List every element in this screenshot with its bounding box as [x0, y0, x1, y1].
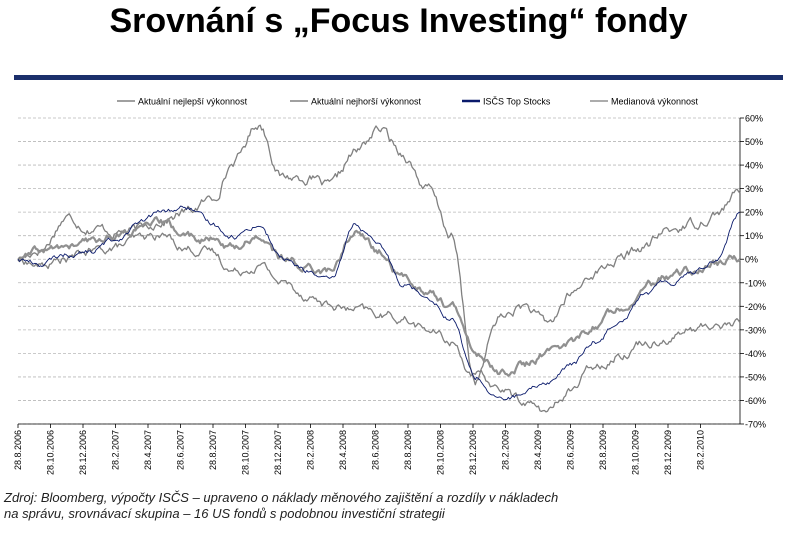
y-tick-label: 20%	[745, 208, 763, 218]
y-tick-label: 0%	[745, 255, 758, 265]
y-tick-label: -40%	[745, 349, 766, 359]
x-tick-label: 28.10.2007	[241, 430, 251, 475]
series-line-1	[17, 232, 741, 413]
y-tick-label: 30%	[745, 184, 763, 194]
x-tick-label: 28.2.2010	[696, 430, 706, 470]
y-tick-label: 60%	[745, 114, 763, 124]
x-tick-label: 28.10.2008	[436, 430, 446, 475]
series-line-0	[17, 124, 741, 386]
x-tick-label: 28.8.2009	[598, 430, 608, 470]
x-axis-ticks: 28.8.2006 28.10.2006 28.12.2006 28.2.2007 28…	[13, 424, 706, 475]
chart-series	[17, 124, 741, 413]
series-line-2	[17, 205, 741, 401]
x-tick-label: 28.12.2008	[468, 430, 478, 475]
x-tick-label: 28.6.2008	[371, 430, 381, 470]
y-tick-label: 40%	[745, 161, 763, 171]
title-underline	[14, 75, 783, 80]
chart-axes	[18, 118, 741, 425]
line-chart: Aktuální nejlepší výkonnost Aktuální nejh…	[13, 97, 766, 476]
y-tick-label: -20%	[745, 302, 766, 312]
legend-label: ISČS Top Stocks	[483, 97, 551, 107]
x-tick-label: 28.4.2008	[338, 430, 348, 470]
x-tick-label: 28.4.2007	[143, 430, 153, 470]
chart-grid	[18, 117, 740, 425]
series-line-3	[17, 216, 741, 377]
y-tick-label: -50%	[745, 372, 766, 382]
x-tick-label: 28.2.2009	[501, 430, 511, 470]
y-tick-label: -60%	[745, 396, 766, 406]
y-tick-label: 50%	[745, 137, 763, 147]
x-tick-label: 28.8.2006	[13, 430, 23, 470]
y-tick-label: -30%	[745, 325, 766, 335]
x-tick-label: 28.8.2008	[403, 430, 413, 470]
chart-legend: Aktuální nejlepší výkonnost Aktuální nejh…	[117, 97, 699, 107]
source-line-1: Zdroj: Bloomberg, výpočty ISČS – upraven…	[4, 490, 559, 505]
x-tick-label: 28.8.2007	[208, 430, 218, 470]
x-tick-label: 28.12.2009	[663, 430, 673, 475]
y-tick-label: 10%	[745, 231, 763, 241]
y-axis-ticks: 60% 50% 40% 30% 20% 10% 0% -10% -20% -30% -40% -50%…	[740, 114, 766, 430]
x-tick-label: 28.10.2009	[631, 430, 641, 475]
x-tick-label: 28.6.2009	[566, 430, 576, 470]
x-tick-label: 28.12.2007	[273, 430, 283, 475]
x-tick-label: 28.6.2007	[176, 430, 186, 470]
x-tick-label: 28.12.2006	[78, 430, 88, 475]
legend-label: Aktuální nejhorší výkonnost	[311, 97, 422, 107]
legend-label: Medianová výkonnost	[611, 97, 699, 107]
y-tick-label: -10%	[745, 278, 766, 288]
y-tick-label: -70%	[745, 420, 766, 430]
x-tick-label: 28.10.2006	[46, 430, 56, 475]
source-line-2: na správu, srovnávací skupina – 16 US fo…	[4, 506, 445, 521]
source-note: Zdroj: Bloomberg, výpočty ISČS – upraven…	[4, 490, 784, 522]
legend-label: Aktuální nejlepší výkonnost	[138, 97, 248, 107]
x-tick-label: 28.2.2007	[111, 430, 121, 470]
x-tick-label: 28.4.2009	[533, 430, 543, 470]
x-tick-label: 28.2.2008	[306, 430, 316, 470]
page-title: Srovnání s „Focus Investing“ fondy	[109, 2, 688, 40]
